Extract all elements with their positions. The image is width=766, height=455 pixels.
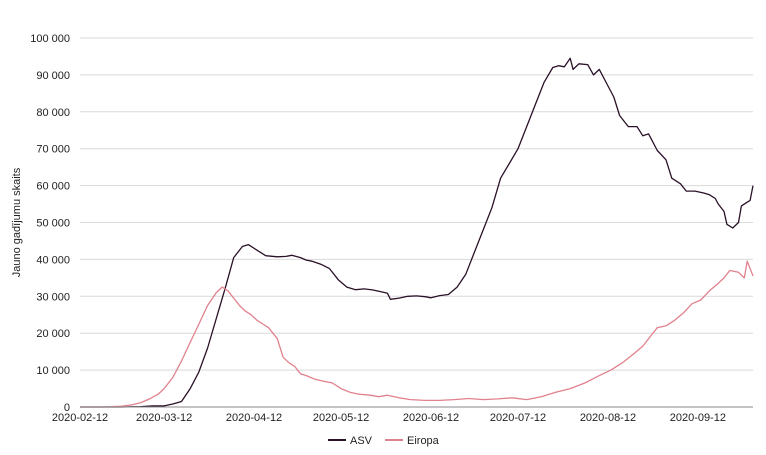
x-tick-label: 2020-05-12 <box>313 412 369 424</box>
series-line-asv <box>80 57 754 408</box>
series-line-eiropa <box>80 260 754 408</box>
x-tick-label: 2020-07-12 <box>490 412 546 424</box>
y-tick-label: 80 000 <box>36 107 70 119</box>
legend: ASV Eiropa <box>328 435 440 447</box>
x-tick-label: 2020-04-12 <box>226 412 282 424</box>
legend-label: ASV <box>350 435 373 447</box>
y-tick-label: 20 000 <box>36 328 70 340</box>
y-tick-label: 50 000 <box>36 218 70 230</box>
x-tick-label: 2020-02-12 <box>52 412 108 424</box>
y-tick-label: 100 000 <box>30 33 70 45</box>
y-tick-label: 90 000 <box>36 70 70 82</box>
x-tick-label: 2020-06-12 <box>403 412 459 424</box>
y-tick-label: 0 <box>64 402 70 414</box>
y-tick-label: 60 000 <box>36 181 70 193</box>
y-tick-label: 30 000 <box>36 291 70 303</box>
x-tick-label: 2020-09-12 <box>670 412 726 424</box>
x-tick-label: 2020-03-12 <box>136 412 192 424</box>
y-axis-title: Jauno gadījumu skaits <box>11 167 23 277</box>
gridlines <box>80 37 753 371</box>
series-lines <box>80 57 754 408</box>
legend-label: Eiropa <box>407 435 440 447</box>
y-tick-label: 40 000 <box>36 254 70 266</box>
x-tick-label: 2020-08-12 <box>580 412 636 424</box>
y-tick-label: 10 000 <box>36 365 70 377</box>
y-tick-label: 70 000 <box>36 144 70 156</box>
y-axis-tick-labels: 0 10 000 20 000 30 000 40 000 50 000 60 000 70 … <box>30 33 70 414</box>
x-axis-tick-labels: 2020-02-12 2020-03-12 2020-04-12 2020-05-12… <box>52 412 726 424</box>
